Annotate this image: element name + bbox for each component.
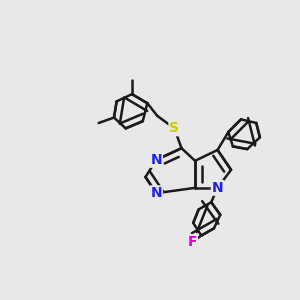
Text: N: N: [151, 186, 162, 200]
Text: S: S: [169, 122, 179, 135]
Text: N: N: [212, 181, 224, 195]
Text: N: N: [151, 153, 162, 167]
Text: F: F: [188, 235, 197, 249]
